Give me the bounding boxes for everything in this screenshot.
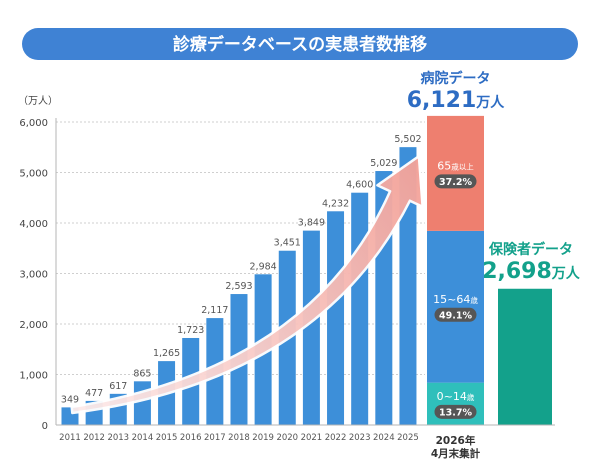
summary-bars xyxy=(427,115,552,425)
x-tick-label-2016: 2016 xyxy=(180,433,202,443)
insurance-data-title: 保険者データ xyxy=(488,241,573,258)
value-label-2015: 1,265 xyxy=(153,348,180,359)
segment-age-range: 0~14 xyxy=(437,390,467,403)
hospital-total-value: 6,121 xyxy=(407,88,477,113)
insurance-total-unit: 万人 xyxy=(551,265,581,282)
segment-age-range: 15~64 xyxy=(433,293,470,306)
y-tick-label: 0 xyxy=(42,421,48,432)
bar-2014 xyxy=(133,381,151,425)
segment-share-badge xyxy=(434,174,477,189)
segment-share-badge xyxy=(434,404,477,419)
x-tick-label-2017: 2017 xyxy=(204,433,226,443)
bar-2021 xyxy=(302,230,320,425)
x-tick-label-2013: 2013 xyxy=(107,433,129,443)
value-label-2021: 3,849 xyxy=(298,218,325,229)
value-label-2025: 5,502 xyxy=(394,134,421,145)
y-tick-label: 6,000 xyxy=(19,118,48,129)
value-label-2020: 3,451 xyxy=(274,238,301,249)
segment-label-age-0-14: 0~14歳 xyxy=(437,390,475,403)
value-label-2012: 477 xyxy=(85,388,103,399)
segment-share-badge xyxy=(434,307,477,322)
x-tick-label-2024: 2024 xyxy=(373,433,395,443)
x-tick-label-2011: 2011 xyxy=(59,433,81,443)
value-label-2017: 2,117 xyxy=(201,305,228,316)
segment-age-range: 65 xyxy=(437,159,451,172)
y-tick-label: 4,000 xyxy=(19,219,48,230)
segment-label-age-15-64: 15~64歳 xyxy=(433,293,478,306)
axis-and-value-labels: 0 1,000 2,000 3,000 4,000 5,000 6,000 349 2011 47… xyxy=(19,118,421,443)
hospital-segment-age-65 xyxy=(427,115,484,231)
y-tick-label: 3,000 xyxy=(19,270,48,281)
hospital-total: 6,121万人 xyxy=(407,88,506,113)
bar-2022 xyxy=(327,211,345,425)
x-tick-label-2015: 2015 xyxy=(156,433,178,443)
segment-label-age-65: 65歳以上 xyxy=(437,159,474,172)
hospital-data-title: 病院データ xyxy=(421,70,491,87)
bar-2023 xyxy=(351,192,369,425)
value-label-2016: 1,723 xyxy=(177,325,204,336)
hospital-segment-age-15-64 xyxy=(427,230,484,383)
value-label-2023: 4,600 xyxy=(346,180,373,191)
value-label-2024: 5,029 xyxy=(370,158,397,169)
insurance-total: 2,698万人 xyxy=(482,259,581,284)
value-label-2013: 617 xyxy=(109,381,127,392)
y-axis-unit-label: （万人） xyxy=(18,95,58,107)
bar-2025 xyxy=(399,147,417,426)
value-label-2019: 2,984 xyxy=(250,261,277,272)
title-banner xyxy=(22,28,578,60)
x-tick-label-2014: 2014 xyxy=(132,433,154,443)
y-tick-label: 2,000 xyxy=(19,320,48,331)
hospital-x-label-period: 4月末集計 xyxy=(431,447,481,460)
segment-age-suffix: 歳 xyxy=(470,295,478,305)
x-tick-label-2019: 2019 xyxy=(252,433,274,443)
y-tick-label: 5,000 xyxy=(19,169,48,180)
insurance-bar xyxy=(498,288,552,425)
hospital-x-label-year: 2026年 xyxy=(436,434,476,447)
x-tick-label-2018: 2018 xyxy=(228,433,250,443)
x-tick-label-2020: 2020 xyxy=(276,433,298,443)
value-label-2014: 865 xyxy=(133,368,151,379)
hospital-total-unit: 万人 xyxy=(475,94,505,111)
x-tick-label-2022: 2022 xyxy=(325,433,347,443)
segment-share-label: 13.7% xyxy=(439,407,472,418)
x-tick-label-2012: 2012 xyxy=(83,433,105,443)
segment-share-label: 37.2% xyxy=(439,177,472,188)
x-tick-label-2021: 2021 xyxy=(301,433,323,443)
insurance-total-value: 2,698 xyxy=(482,259,552,284)
segment-age-suffix: 歳以上 xyxy=(451,161,474,171)
segment-share-label: 49.1% xyxy=(439,310,472,321)
page-title: 診療データベースの実患者数推移 xyxy=(173,34,427,55)
value-label-2011: 349 xyxy=(61,394,79,405)
x-tick-label-2025: 2025 xyxy=(397,433,419,443)
value-label-2022: 4,232 xyxy=(322,198,349,209)
segment-age-suffix: 歳 xyxy=(467,392,475,402)
y-tick-label: 1,000 xyxy=(19,371,48,382)
value-label-2018: 2,593 xyxy=(225,281,252,292)
x-tick-label-2023: 2023 xyxy=(349,433,371,443)
trend-arrow xyxy=(70,154,424,415)
